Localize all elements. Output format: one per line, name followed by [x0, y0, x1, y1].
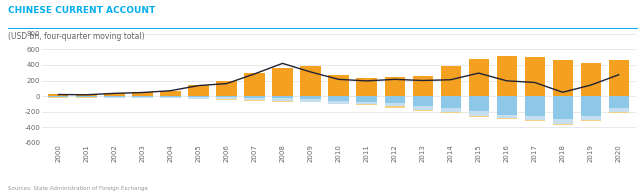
Bar — [244, 100, 264, 101]
Bar — [161, 91, 180, 96]
Bar — [132, 92, 152, 96]
Bar — [76, 94, 97, 96]
Bar — [188, 96, 209, 97]
Bar — [440, 96, 461, 108]
Bar — [244, 98, 264, 100]
Bar — [525, 57, 545, 96]
Bar — [552, 96, 573, 119]
Text: CHINESE CURRENT ACCOUNT: CHINESE CURRENT ACCOUNT — [8, 6, 155, 15]
Bar — [580, 63, 601, 96]
Bar — [216, 96, 237, 97]
Bar — [76, 97, 97, 98]
Bar — [328, 96, 349, 101]
Bar — [468, 116, 489, 117]
Bar — [356, 78, 377, 96]
Bar — [552, 60, 573, 96]
Bar — [440, 66, 461, 96]
Bar — [580, 120, 601, 121]
Bar — [609, 112, 628, 113]
Bar — [413, 96, 433, 106]
Bar — [385, 96, 404, 103]
Bar — [609, 108, 628, 112]
Bar — [552, 119, 573, 124]
Bar — [440, 112, 461, 113]
Bar — [525, 116, 545, 120]
Bar — [76, 96, 97, 97]
Bar — [468, 111, 489, 116]
Text: Sources: State Administration of Foreign Exchange: Sources: State Administration of Foreign… — [8, 186, 148, 191]
Bar — [216, 99, 237, 100]
Bar — [188, 85, 209, 96]
Bar — [440, 108, 461, 112]
Bar — [609, 60, 628, 96]
Bar — [385, 103, 404, 107]
Bar — [188, 97, 209, 99]
Bar — [273, 96, 292, 98]
Bar — [497, 96, 516, 115]
Bar — [49, 96, 68, 97]
Bar — [273, 101, 292, 102]
Bar — [132, 97, 152, 98]
Bar — [356, 96, 377, 102]
Bar — [328, 75, 349, 96]
Bar — [385, 107, 404, 108]
Bar — [328, 101, 349, 104]
Bar — [356, 102, 377, 104]
Bar — [300, 96, 321, 99]
Bar — [216, 80, 237, 96]
Bar — [104, 93, 125, 96]
Bar — [161, 96, 180, 97]
Text: (USD bn, four-quarter moving total): (USD bn, four-quarter moving total) — [8, 32, 144, 41]
Bar — [49, 97, 68, 98]
Bar — [273, 98, 292, 101]
Bar — [497, 115, 516, 118]
Bar — [216, 97, 237, 99]
Bar — [413, 106, 433, 110]
Bar — [356, 104, 377, 105]
Bar — [525, 96, 545, 116]
Bar — [580, 96, 601, 116]
Bar — [468, 59, 489, 96]
Bar — [609, 96, 628, 108]
Bar — [244, 74, 264, 96]
Bar — [525, 120, 545, 121]
Bar — [300, 99, 321, 102]
Bar — [497, 56, 516, 96]
Bar — [468, 96, 489, 111]
Bar — [132, 96, 152, 97]
Bar — [580, 116, 601, 120]
Bar — [104, 96, 125, 97]
Bar — [497, 118, 516, 119]
Bar — [161, 97, 180, 98]
Bar — [244, 96, 264, 98]
Bar — [300, 66, 321, 96]
Bar — [413, 110, 433, 111]
Bar — [552, 124, 573, 125]
Bar — [49, 94, 68, 96]
Bar — [273, 68, 292, 96]
Bar — [413, 76, 433, 96]
Bar — [104, 97, 125, 98]
Bar — [385, 77, 404, 96]
